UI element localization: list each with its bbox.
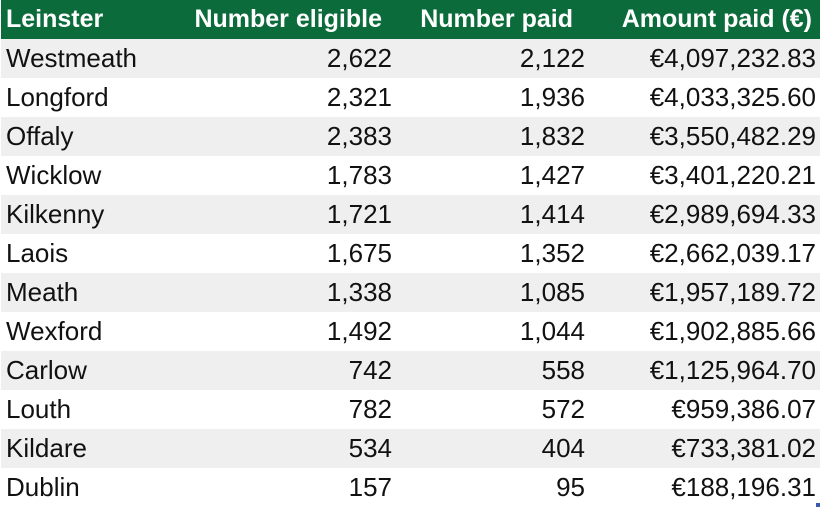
- paid-cell: 2,122: [519, 43, 585, 73]
- paid-cell: 558: [541, 355, 585, 385]
- county-cell: Dublin: [6, 472, 80, 502]
- eligible-cell: 1,675: [326, 238, 392, 268]
- amount-cell: €188,196.31: [671, 472, 816, 502]
- selection-handle[interactable]: [816, 503, 820, 507]
- amount-cell: €4,097,232.83: [649, 43, 816, 73]
- table-row: Longford 2,321 1,936 €4,033,325.60: [1, 78, 820, 117]
- table-body: Westmeath 2,622 2,122 €4,097,232.83 Longford…: [1, 39, 820, 507]
- paid-cell: 1,352: [519, 238, 585, 268]
- header-leinster: Leinster: [6, 5, 104, 33]
- table-row: Wexford 1,492 1,044 €1,902,885.66: [1, 312, 820, 351]
- eligible-cell: 1,783: [326, 160, 392, 190]
- county-cell: Longford: [6, 82, 109, 112]
- table-row: Dublin 157 95 €188,196.31: [1, 468, 820, 507]
- county-cell: Wicklow: [6, 160, 102, 190]
- eligible-cell: 2,622: [326, 43, 392, 73]
- county-cell: Offaly: [6, 121, 74, 151]
- table-row: Meath 1,338 1,085 €1,957,189.72: [1, 273, 820, 312]
- county-cell: Carlow: [6, 355, 87, 385]
- eligible-cell: 2,321: [326, 82, 392, 112]
- county-cell: Kilkenny: [6, 199, 105, 229]
- paid-cell: 1,936: [519, 82, 585, 112]
- county-cell: Meath: [6, 277, 79, 307]
- amount-cell: €2,662,039.17: [649, 238, 816, 268]
- amount-cell: €1,125,964.70: [649, 355, 816, 385]
- eligible-cell: 782: [348, 394, 392, 424]
- table-row: Laois 1,675 1,352 €2,662,039.17: [1, 234, 820, 273]
- eligible-cell: 157: [348, 472, 392, 502]
- table-row: Westmeath 2,622 2,122 €4,097,232.83: [1, 39, 820, 78]
- amount-cell: €959,386.07: [671, 394, 816, 424]
- eligible-cell: 1,721: [326, 199, 392, 229]
- paid-cell: 404: [541, 433, 585, 463]
- amount-cell: €4,033,325.60: [649, 82, 816, 112]
- eligible-cell: 1,492: [326, 316, 392, 346]
- paid-cell: 1,832: [519, 121, 585, 151]
- paid-cell: 95: [556, 472, 585, 502]
- county-cell: Westmeath: [6, 43, 138, 73]
- amount-cell: €3,401,220.21: [649, 160, 816, 190]
- table-row: Louth 782 572 €959,386.07: [1, 390, 820, 429]
- eligible-cell: 742: [348, 355, 392, 385]
- table-row: Carlow 742 558 €1,125,964.70: [1, 351, 820, 390]
- eligible-cell: 534: [348, 433, 392, 463]
- paid-cell: 1,044: [519, 316, 585, 346]
- paid-cell: 1,085: [519, 277, 585, 307]
- county-cell: Laois: [6, 238, 69, 268]
- amount-cell: €733,381.02: [671, 433, 816, 463]
- table-row: Kildare 534 404 €733,381.02: [1, 429, 820, 468]
- header-number-eligible: Number eligible: [194, 5, 382, 33]
- table-row: Wicklow 1,783 1,427 €3,401,220.21: [1, 156, 820, 195]
- amount-cell: €3,550,482.29: [649, 121, 816, 151]
- paid-cell: 1,427: [519, 160, 585, 190]
- county-cell: Wexford: [6, 316, 103, 346]
- amount-cell: €2,989,694.33: [649, 199, 816, 229]
- paid-cell: 1,414: [519, 199, 585, 229]
- amount-cell: €1,902,885.66: [649, 316, 816, 346]
- header-number-paid: Number paid: [420, 5, 573, 33]
- amount-cell: €1,957,189.72: [649, 277, 816, 307]
- paid-cell: 572: [541, 394, 585, 424]
- table-row: Kilkenny 1,721 1,414 €2,989,694.33: [1, 195, 820, 234]
- table-header: Leinster Number eligible Number paid Amo…: [1, 0, 820, 39]
- county-cell: Kildare: [6, 433, 87, 463]
- header-amount-paid: Amount paid (€): [621, 5, 812, 33]
- eligible-cell: 2,383: [326, 121, 392, 151]
- table-row: Offaly 2,383 1,832 €3,550,482.29: [1, 117, 820, 156]
- county-cell: Louth: [6, 394, 72, 424]
- eligible-cell: 1,338: [326, 277, 392, 307]
